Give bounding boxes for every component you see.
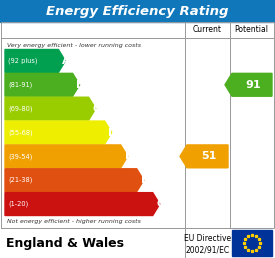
- Polygon shape: [5, 169, 144, 192]
- Polygon shape: [180, 145, 228, 168]
- Text: G: G: [156, 199, 165, 209]
- Text: (1-20): (1-20): [8, 201, 28, 207]
- Text: (39-54): (39-54): [8, 153, 32, 160]
- Polygon shape: [225, 73, 272, 96]
- Polygon shape: [5, 73, 80, 96]
- Text: C: C: [93, 104, 101, 114]
- Text: F: F: [141, 175, 149, 185]
- Text: Energy Efficiency Rating: Energy Efficiency Rating: [46, 4, 229, 18]
- Text: England & Wales: England & Wales: [6, 237, 124, 249]
- Text: Very energy efficient - lower running costs: Very energy efficient - lower running co…: [7, 43, 141, 48]
- Text: D: D: [108, 127, 117, 138]
- Polygon shape: [5, 193, 160, 215]
- Text: (81-91): (81-91): [8, 82, 32, 88]
- Polygon shape: [5, 50, 65, 72]
- Text: 91: 91: [245, 80, 261, 90]
- Polygon shape: [5, 97, 96, 120]
- Text: B: B: [76, 80, 85, 90]
- Text: (92 plus): (92 plus): [8, 58, 37, 64]
- Bar: [1, 22, 274, 228]
- Text: EU Directive: EU Directive: [184, 234, 231, 243]
- Text: (69-80): (69-80): [8, 105, 32, 112]
- Text: Not energy efficient - higher running costs: Not energy efficient - higher running co…: [7, 219, 141, 224]
- Text: Current: Current: [193, 26, 222, 35]
- Polygon shape: [5, 145, 128, 168]
- Text: (21-38): (21-38): [8, 177, 32, 183]
- Bar: [0, 0, 275, 22]
- Text: (55-68): (55-68): [8, 129, 33, 136]
- Polygon shape: [5, 121, 112, 144]
- Text: A: A: [62, 56, 71, 66]
- Text: 51: 51: [201, 151, 216, 161]
- Text: 2002/91/EC: 2002/91/EC: [185, 245, 230, 254]
- Text: Potential: Potential: [235, 26, 268, 35]
- Bar: [232, 230, 272, 256]
- Text: E: E: [125, 151, 133, 161]
